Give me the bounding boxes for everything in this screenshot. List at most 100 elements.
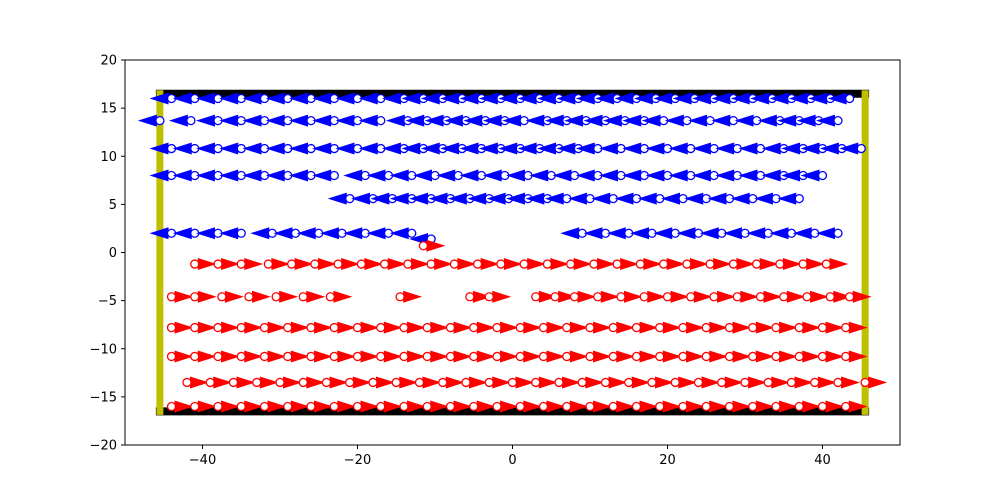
agent-red_agents-4-9: [391, 376, 419, 389]
agent-red_agents-2-10: [399, 321, 426, 334]
agent-red_agents-4-21: [670, 376, 698, 389]
agent-red_agents-1-13: [593, 290, 620, 303]
agent-red_agents-5-15: [515, 400, 543, 413]
agent-blue_agents-3-14: [482, 169, 510, 182]
agent-blue_agents-2-1: [172, 142, 200, 155]
agent-red_agents-5-28: [817, 400, 845, 413]
agent-red_agents-1-12: [569, 290, 597, 303]
agent-red_agents-0-18: [612, 258, 640, 271]
agent-red_agents-2-8: [352, 321, 380, 334]
agent-red_agents-4-19: [624, 376, 651, 389]
agent-blue_agents-2-26: [715, 142, 742, 155]
agent-blue_agents-1-0: [137, 114, 165, 127]
agent-red_agents-0-5: [310, 258, 337, 271]
agent-red_agents-5-3: [236, 400, 264, 413]
agent-red_agents-3-12: [445, 350, 473, 363]
agent-red_agents-3-4: [259, 350, 287, 363]
agent-red_agents-4-12: [461, 376, 488, 389]
agent-blue_agents-2-6: [289, 142, 316, 155]
agent-red_agents-2-23: [701, 321, 729, 334]
agent-blue_agents-4-17: [684, 192, 711, 205]
x-axis-ticks: −40 −20 0 20 40: [189, 445, 831, 468]
agent-red_agents-0-0: [190, 258, 217, 271]
agent-red_agents-0-20: [658, 258, 686, 271]
agent-blue_agents-2-4: [242, 142, 270, 155]
y-tick-label: 10: [100, 150, 117, 165]
agent-blue_agents-1-31: [816, 114, 843, 127]
agent-red_agents-1-3: [244, 290, 271, 303]
agent-blue_agents-2-0: [149, 142, 177, 155]
agent-red_agents-5-4: [259, 400, 287, 413]
agent-blue_agents-5-9: [366, 227, 394, 240]
agent-red_agents-3-29: [841, 350, 868, 363]
agent-red_agents-3-26: [771, 350, 798, 363]
agent-blue_agents-3-7: [312, 169, 339, 182]
agent-blue_agents-1-26: [711, 114, 739, 127]
agent-red_agents-4-18: [600, 376, 628, 389]
agent-red_agents-2-25: [748, 321, 775, 334]
agent-red_agents-3-6: [306, 350, 333, 363]
agent-blue_agents-0-12: [420, 92, 448, 105]
agent-red_agents-3-10: [399, 350, 426, 363]
agent-blue_agents-5-2: [196, 227, 223, 240]
agent-blue_agents-3-0: [149, 169, 177, 182]
agent-red_agents-2-11: [422, 321, 450, 334]
agent-blue_agents-5-3: [219, 227, 246, 240]
x-tick-label: −20: [344, 453, 371, 468]
agent-blue_agents-0-3: [219, 92, 246, 105]
agent-red_agents-5-20: [631, 400, 659, 413]
agent-red_agents-5-29: [841, 400, 868, 413]
agent-blue_agents-3-10: [389, 169, 417, 182]
x-tick-label: 0: [508, 453, 516, 468]
agent-red_agents-2-9: [376, 321, 403, 334]
agent-red_agents-3-27: [794, 350, 822, 363]
y-tick-label: −20: [90, 439, 117, 454]
agent-red_agents-4-2: [228, 376, 256, 389]
agent-red_agents-2-4: [259, 321, 287, 334]
agent-red_agents-2-14: [492, 321, 519, 334]
agent-blue_agents-4-18: [707, 192, 735, 205]
agent-blue_agents-2-22: [622, 142, 649, 155]
agent-blue_agents-5-12: [583, 227, 611, 240]
agent-red_agents-2-7: [329, 321, 357, 334]
agent-red_agents-4-4: [275, 376, 302, 389]
agent-red_agents-5-19: [608, 400, 636, 413]
agent-red_agents-4-26: [786, 376, 814, 389]
y-axis-ticks: −20 −15 −10 −5 0 5 10 15 20: [90, 54, 125, 454]
agent-red_agents-4-14: [507, 376, 535, 389]
agent-red_agents-5-10: [399, 400, 426, 413]
agent-red_agents-2-22: [678, 321, 705, 334]
y-tick-label: 20: [100, 54, 117, 69]
agent-red_agents-5-11: [422, 400, 450, 413]
agent-red_agents-3-19: [608, 350, 636, 363]
agent-red_agents-5-14: [492, 400, 519, 413]
agent-blue_agents-5-13: [606, 227, 634, 240]
y-tick-label: −10: [90, 342, 117, 357]
agent-red_agents-3-24: [724, 350, 752, 363]
agent-blue_agents-4-0: [327, 192, 355, 205]
agent-red_agents-0-24: [751, 258, 779, 271]
agent-red_agents-4-23: [717, 376, 744, 389]
agent-red_agents-5-25: [748, 400, 775, 413]
agent-red_agents-4-8: [368, 376, 395, 389]
agent-blue_agents-1-6: [289, 114, 316, 127]
agent-red_agents-4-0: [182, 376, 209, 389]
agent-red_agents-3-13: [469, 350, 496, 363]
agent-blue_agents-2-21: [599, 142, 626, 155]
agent-red_agents-2-2: [213, 321, 240, 334]
agent-blue_agents-2-32: [839, 142, 866, 155]
agent-red_agents-0-11: [449, 258, 477, 271]
agent-red_agents-2-15: [515, 321, 543, 334]
agent-red_agents-2-0: [166, 321, 194, 334]
agent-red_agents-1-9: [484, 290, 512, 303]
agent-red_agents-1-19: [732, 290, 760, 303]
agent-blue_agents-0-7: [312, 92, 339, 105]
agent-red_agents-3-20: [631, 350, 659, 363]
agent-red_agents-0-1: [213, 258, 240, 271]
agent-blue_agents-2-24: [668, 142, 696, 155]
agent-blue_agents-4-21: [777, 192, 804, 205]
x-tick-label: 40: [814, 453, 831, 468]
agent-blue_agents-1-12: [424, 114, 452, 127]
